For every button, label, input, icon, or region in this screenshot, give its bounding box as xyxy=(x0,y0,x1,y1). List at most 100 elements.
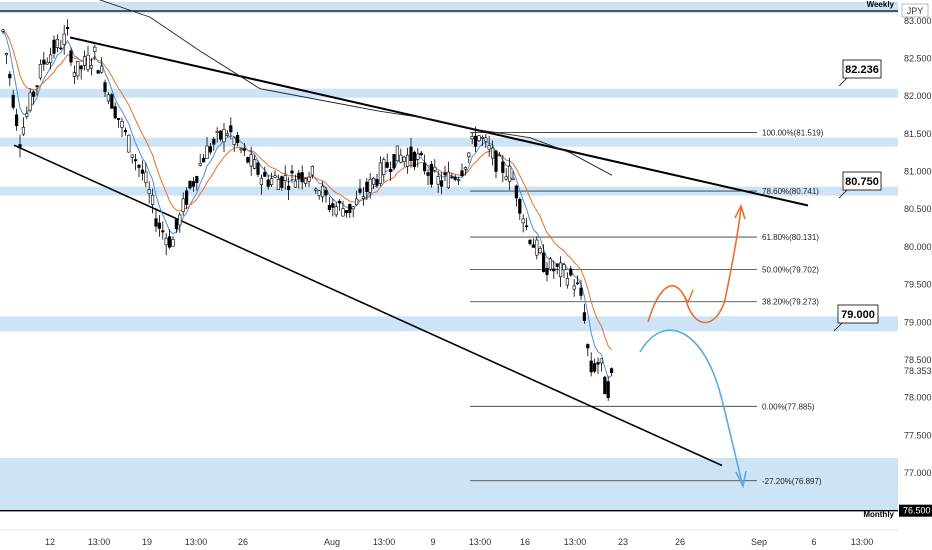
trend-channel xyxy=(13,36,809,467)
candle-body xyxy=(89,65,93,69)
candle-body xyxy=(35,85,39,88)
callout-label: 82.236 xyxy=(845,64,879,76)
fib-label: 78.60%(80.741) xyxy=(762,187,819,196)
candle-body xyxy=(558,262,563,278)
price-callouts: 82.236 80.750 79.000 xyxy=(833,59,882,332)
candle-body xyxy=(592,363,597,372)
candle-body xyxy=(151,194,155,205)
y-tick-label: 80.500 xyxy=(904,204,932,214)
candle-body xyxy=(72,72,76,77)
candle-body xyxy=(157,222,162,229)
candle-body xyxy=(579,287,583,296)
x-tick-label: 26 xyxy=(675,537,685,547)
x-tick-label: 13:00 xyxy=(88,537,111,547)
candle-body xyxy=(42,59,46,65)
candle-body xyxy=(609,368,614,373)
ema-slow-line xyxy=(2,29,612,351)
candle-body xyxy=(603,376,607,395)
bullish-projection-path xyxy=(647,207,742,324)
candle-body xyxy=(399,154,403,163)
candle-body xyxy=(293,180,298,188)
current-price-label: 78.353 xyxy=(904,366,932,376)
callout-box xyxy=(837,304,879,324)
candle-body xyxy=(239,148,243,151)
candle-body xyxy=(259,177,264,185)
callout-pointer xyxy=(838,77,848,87)
candle-body xyxy=(348,203,352,213)
y-tick-label: 82.500 xyxy=(904,54,932,64)
candle-body xyxy=(8,73,12,79)
callout-pointer xyxy=(838,189,848,199)
sma-long-line xyxy=(98,0,613,176)
candle-body xyxy=(28,92,32,111)
candle-body xyxy=(171,239,175,247)
candle-body xyxy=(130,154,134,158)
candle-body xyxy=(429,164,434,185)
candle-body xyxy=(358,188,362,193)
candle-body xyxy=(15,114,19,126)
candle-body xyxy=(314,188,318,191)
candle-body xyxy=(477,135,481,142)
candle-body xyxy=(354,198,359,206)
fib-label: 0.00%(77.885) xyxy=(762,402,815,411)
y-tick-label: 82.000 xyxy=(904,91,932,101)
candle-body xyxy=(334,206,338,216)
candle-body xyxy=(518,199,522,214)
candle-body xyxy=(439,180,444,187)
candle-body xyxy=(480,136,485,139)
bearish-projection-path xyxy=(639,329,743,484)
zone-1 xyxy=(0,88,898,98)
candle-body xyxy=(18,144,22,148)
candle-body xyxy=(504,176,508,180)
candle-body xyxy=(555,263,559,267)
candle-body xyxy=(521,218,525,224)
candle-body xyxy=(79,65,83,70)
fib-label: 38.20%(79.273) xyxy=(762,298,819,307)
weekly-label: Weekly xyxy=(867,0,895,9)
bearish-arrowhead xyxy=(735,470,747,489)
channel-upper-line xyxy=(69,36,809,207)
candle-body xyxy=(589,360,593,373)
y-tick-label: 79.500 xyxy=(904,280,932,290)
candle-body xyxy=(409,146,413,161)
candle-body xyxy=(185,190,189,205)
candles xyxy=(1,19,614,401)
candle-body xyxy=(62,33,66,45)
candle-body xyxy=(232,137,236,145)
candle-body xyxy=(538,248,542,254)
x-tick-label: 13:00 xyxy=(564,537,587,547)
x-tick-label: Sep xyxy=(751,537,767,547)
candle-body xyxy=(96,70,100,74)
candle-body xyxy=(382,159,386,175)
candle-body xyxy=(205,145,209,159)
candle-body xyxy=(582,312,586,321)
candle-body xyxy=(120,121,124,128)
candle-body xyxy=(514,185,518,199)
candle-body xyxy=(331,203,335,208)
candle-body xyxy=(300,172,304,183)
monthly-label: Monthly xyxy=(863,510,894,519)
candle-body xyxy=(263,171,267,177)
instrument-label: JPY xyxy=(907,6,924,16)
candle-body xyxy=(11,94,15,108)
candle-body xyxy=(446,171,451,189)
candle-body xyxy=(484,137,488,142)
candle-body xyxy=(426,172,430,176)
y-tick-label: 78.500 xyxy=(904,355,932,365)
y-tick-label: 83.000 xyxy=(904,16,932,26)
y-tick-label: 80.000 xyxy=(904,242,932,252)
candle-body xyxy=(154,218,158,227)
candle-body xyxy=(144,171,148,184)
fibonacci-levels: 100.00%(81.519) 78.60%(80.741) 61.80%(80.1… xyxy=(470,128,824,486)
candle-body xyxy=(198,163,202,166)
candle-body xyxy=(460,170,464,177)
x-tick-label: 9 xyxy=(430,537,435,547)
y-tick-label: 81.500 xyxy=(904,129,932,139)
candle-body xyxy=(76,61,80,77)
candle-body xyxy=(303,178,308,184)
candle-body xyxy=(123,130,127,133)
candle-body xyxy=(307,176,311,182)
candle-body xyxy=(361,196,366,199)
bullish-arrowhead xyxy=(734,203,746,220)
